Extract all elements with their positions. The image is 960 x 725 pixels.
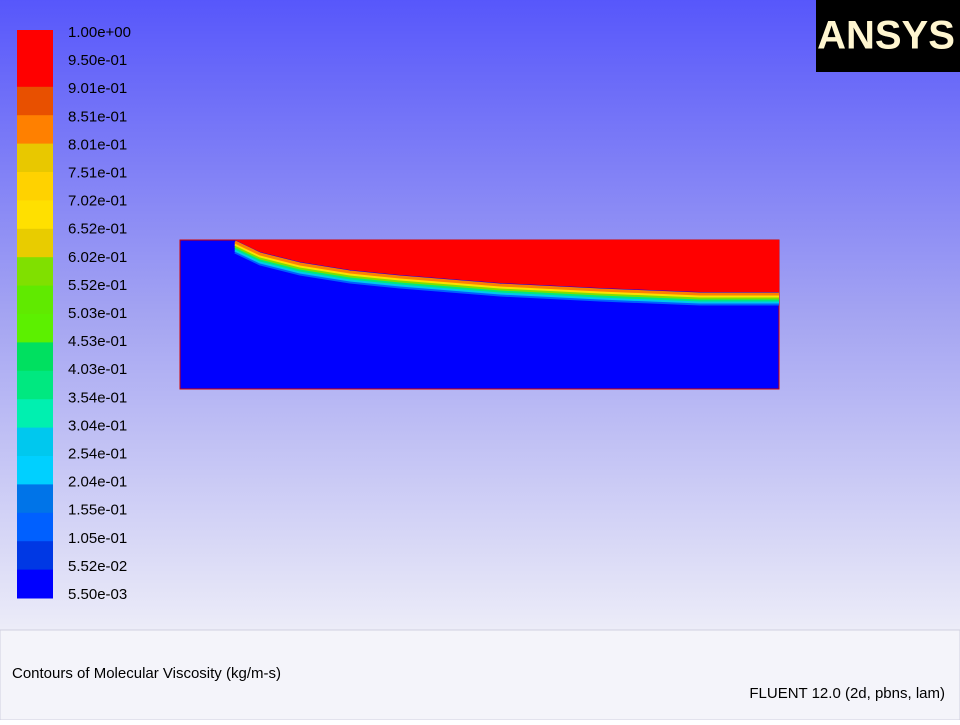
colorbar-label: 6.02e-01 xyxy=(68,249,127,266)
colorbar-band xyxy=(17,257,53,287)
colorbar-label: 5.03e-01 xyxy=(68,305,127,322)
colorbar-label: 1.05e-01 xyxy=(68,530,127,547)
contour-domain xyxy=(179,239,780,390)
colorbar-band xyxy=(17,86,53,116)
colorbar-band xyxy=(17,399,53,429)
footer-panel xyxy=(0,629,960,721)
colorbar-label: 6.52e-01 xyxy=(68,221,127,238)
colorbar-band xyxy=(17,285,53,315)
colorbar-label: 9.50e-01 xyxy=(68,52,127,69)
colorbar-band xyxy=(17,512,53,542)
logo-box xyxy=(816,0,960,72)
colorbar-label: 3.04e-01 xyxy=(68,417,127,434)
logo: ANSYS xyxy=(817,14,955,58)
plot-title: Contours of Molecular Viscosity (kg/m-s) xyxy=(12,665,281,682)
colorbar-band xyxy=(17,541,53,571)
colorbar-band xyxy=(17,370,53,400)
colorbar-band xyxy=(17,115,53,145)
colorbar-label: 2.04e-01 xyxy=(68,474,127,491)
colorbar-band xyxy=(17,569,53,599)
colorbar-label: 2.54e-01 xyxy=(68,445,127,462)
colorbar-band xyxy=(17,314,53,343)
colorbar-label: 4.03e-01 xyxy=(68,361,127,378)
colorbar-label: 7.02e-01 xyxy=(68,193,127,210)
colorbar-band xyxy=(17,342,53,372)
colorbar-band xyxy=(17,456,53,485)
colorbar-label: 5.52e-01 xyxy=(68,277,127,294)
colorbar-label: 8.51e-01 xyxy=(68,108,127,125)
colorbar-label: 7.51e-01 xyxy=(68,164,127,181)
colorbar-band xyxy=(17,228,53,258)
colorbar-label: 1.55e-01 xyxy=(68,502,127,519)
colorbar-label: 1.00e+00 xyxy=(68,24,131,41)
colorbar-label: 9.01e-01 xyxy=(68,80,127,97)
colorbar-band xyxy=(17,172,53,201)
colorbar-label: 5.50e-03 xyxy=(68,586,127,603)
colorbar-band xyxy=(17,143,53,173)
colorbar-band xyxy=(17,200,53,230)
colorbar-band xyxy=(17,58,53,88)
colorbar: 1.00e+00 9.50e-01 9.01e-01 8.51e-01 8.01e-01… xyxy=(17,24,131,603)
colorbar-label: 3.54e-01 xyxy=(68,389,127,406)
colorbar-band xyxy=(17,484,53,514)
colorbar-band xyxy=(17,427,53,457)
colorbar-label: 5.52e-02 xyxy=(68,558,127,575)
version-label: FLUENT 12.0 (2d, pbns, lam) xyxy=(749,685,945,702)
colorbar-label: 4.53e-01 xyxy=(68,333,127,350)
colorbar-label: 8.01e-01 xyxy=(68,136,127,153)
colorbar-band xyxy=(17,30,53,59)
